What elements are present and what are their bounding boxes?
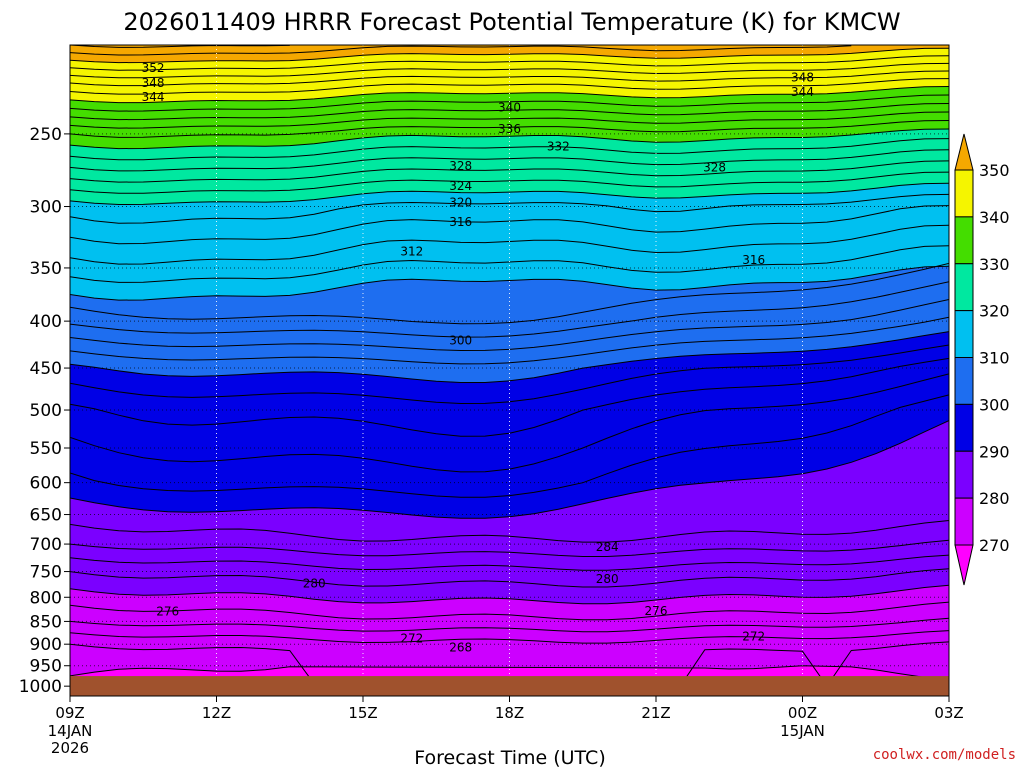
y-tick-label: 250 [30,125,62,145]
contour-label: 276 [156,604,179,618]
colorbar-tick-label: 270 [979,536,1010,555]
colorbar-bin-310 [954,310,974,358]
y-tick-label: 1000 [19,677,62,697]
colorbar-tick-label: 340 [979,208,1010,227]
colorbar: 270 280 290 300 310 320 330 340 350 [954,133,1010,586]
y-tick-label: 950 [30,657,62,677]
y-tick-label: 300 [30,198,62,218]
y-tick-label: 600 [30,474,62,494]
y-tick-label: 750 [30,563,62,583]
colorbar-bin-270 [954,497,974,546]
isentrope-292 [70,394,949,498]
y-tick-label: 650 [30,506,62,526]
colorbar-bin-300 [954,357,974,405]
colorbar-tick-label: 280 [979,489,1010,508]
contour-label: 280 [303,577,326,591]
y-tick-label: 900 [30,635,62,655]
contour-label: 332 [547,139,570,153]
contour-label: 344 [142,90,165,104]
contour-label: 272 [400,631,423,645]
contour-label: 268 [449,640,472,654]
x-tick-sublabel: 14JAN [48,722,93,740]
colorbar-bottom-triangle [954,544,974,586]
contour-label: 348 [142,76,165,90]
isentrope-352 [70,45,852,56]
contour-label: 276 [645,604,668,618]
x-tick-label: 18Z [495,704,524,722]
y-tick-label: 700 [30,535,62,555]
isentrope-326 [70,149,949,172]
isentrope-306 [70,281,949,338]
isentrope-310 [70,265,949,301]
x-tick-label: 15Z [348,704,377,722]
x-tick-label: 03Z [934,704,963,722]
contour-label: 312 [400,245,423,259]
y-tick-label: 800 [30,588,62,608]
contour-label: 316 [449,215,472,229]
x-tick-sublabel: 15JAN [780,722,825,740]
colorbar-bin-280 [954,450,974,499]
isentrope-274 [70,630,949,644]
isentrope-332 [70,120,949,138]
x-tick-label: 12Z [202,704,231,722]
colorbar-tick-label: 300 [979,395,1010,414]
contour-label: 328 [703,160,726,174]
y-tick-label: 500 [30,401,62,421]
x-axis-label: Forecast Time (UTC) [414,747,605,768]
colorbar-tick-label: 350 [979,161,1010,180]
y-tick-label: 400 [30,312,62,332]
colorbar-tick-label: 330 [979,255,1010,274]
x-tick-label: 21Z [641,704,670,722]
x-tick-label: 00Z [788,704,817,722]
ground-surface [70,676,949,696]
contour-label: 328 [449,159,472,173]
isentrope-322 [70,171,949,194]
y-tick-label: 350 [30,259,62,279]
colorbar-tick-label: 310 [979,349,1010,368]
colorbar-bin-340 [954,169,974,218]
isentrope-276 [70,617,949,633]
isentrope-318 [70,193,949,224]
isentrope-286 [70,539,949,557]
colorbar-tick-label: 320 [979,302,1010,321]
isentrope-354 [70,45,290,48]
contour-label: 336 [498,122,521,136]
contour-label: 344 [791,85,814,99]
y-axis: 250 300 350 400 450 500 550 600 650 700 750 800 850 9… [19,125,70,697]
contour-label: 316 [742,253,765,267]
colorbar-tick-label: 290 [979,442,1010,461]
isentrope-300 [70,331,949,383]
contour-label: 272 [742,630,765,644]
isentrope-350 [70,47,949,64]
contour-label: 340 [498,101,521,115]
colorbar-bin-290 [954,403,974,452]
credit-text[interactable]: coolwx.com/models [873,747,1016,763]
contour-label: 352 [142,61,165,75]
y-tick-label: 850 [30,612,62,632]
contour-label: 284 [596,540,619,554]
y-tick-label: 450 [30,359,62,379]
colorbar-bin-330 [954,216,974,265]
x-tick-sublabel: 2026 [51,739,89,757]
y-tick-label: 550 [30,439,62,459]
isentrope-270 [70,665,949,681]
chart-title: 2026011409 HRRR Forecast Potential Tempe… [123,8,900,36]
x-tick-label: 09Z [55,704,84,722]
contour-label: 300 [449,334,472,348]
contour-label: 324 [449,179,472,193]
colorbar-top-triangle [954,133,974,171]
colorbar-bin-320 [954,263,974,312]
contour-label: 348 [791,70,814,84]
contour-label: 320 [449,196,472,210]
contour-label: 280 [596,572,619,586]
grid-lines [70,45,949,696]
